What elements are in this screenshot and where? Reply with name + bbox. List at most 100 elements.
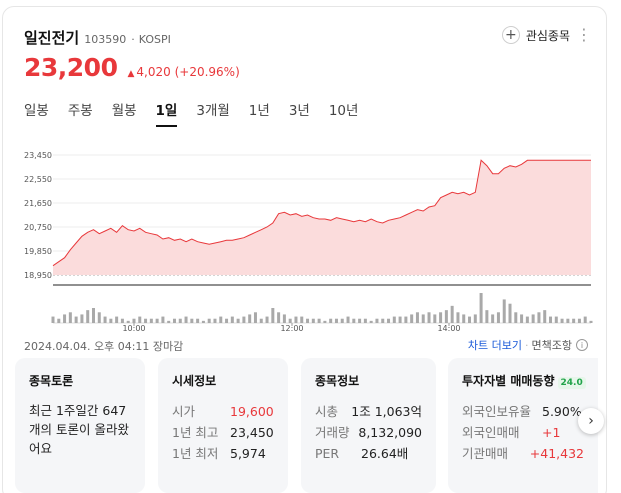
x-tick-label: 14:00 bbox=[437, 324, 460, 333]
volume-bar bbox=[346, 316, 350, 323]
volume-bar bbox=[502, 299, 506, 323]
volume-bar bbox=[74, 316, 78, 323]
volume-bar bbox=[219, 316, 223, 323]
tab-weekly[interactable]: 주봉 bbox=[67, 103, 93, 119]
stock-market: KOSPI bbox=[138, 33, 171, 46]
volume-bar bbox=[300, 316, 304, 323]
investor-badge: 24.0 bbox=[557, 377, 586, 389]
investor-row: 외국인매매 +1 bbox=[462, 422, 584, 443]
y-tick-label: 19,850 bbox=[24, 247, 52, 256]
chart-timestamp: 2024.04.04. 오후 04:11 장마감 bbox=[24, 340, 184, 353]
row-label: 거래량 bbox=[315, 425, 350, 440]
volume-bar bbox=[329, 318, 333, 323]
volume-bar bbox=[259, 318, 263, 323]
volume-bar bbox=[415, 312, 419, 323]
volume-bar bbox=[317, 318, 321, 323]
volume-bar bbox=[311, 318, 315, 323]
row-value: 8,132,090 bbox=[358, 425, 422, 440]
volume-bar bbox=[207, 318, 211, 323]
volume-bar bbox=[358, 318, 362, 323]
tab-daily[interactable]: 일봉 bbox=[24, 103, 49, 119]
volume-bar bbox=[288, 318, 292, 323]
volume-bar bbox=[109, 318, 113, 323]
stockinfo-panel[interactable]: 종목정보 시총 1조 1,063억 거래량 8,132,090 PER 26.64배 bbox=[301, 358, 436, 493]
investor-row: 외국인보유율 5.90% bbox=[462, 401, 584, 422]
period-tabs: 일봉 주봉 월봉 1일 3개월 1년 3년 10년 bbox=[24, 99, 377, 127]
y-tick-label: 21,650 bbox=[24, 199, 52, 208]
market-panel[interactable]: 시세정보 시가 19,600 1년 최고 23,450 1년 최저 5,974 bbox=[158, 358, 288, 493]
volume-bar bbox=[294, 316, 298, 323]
volume-bar bbox=[97, 312, 101, 323]
row-value: +1 bbox=[542, 425, 561, 440]
volume-bar bbox=[201, 320, 205, 323]
tab-10year[interactable]: 10년 bbox=[328, 103, 359, 119]
tab-1day[interactable]: 1일 bbox=[155, 99, 178, 127]
volume-bar bbox=[404, 316, 408, 323]
dot-separator: · bbox=[131, 33, 135, 46]
volume-bar bbox=[375, 318, 379, 323]
row-value: +41,432 bbox=[529, 446, 584, 461]
tab-monthly[interactable]: 월봉 bbox=[111, 103, 137, 119]
chart-more-link[interactable]: 차트 더보기 bbox=[467, 339, 523, 352]
volume-bar bbox=[126, 320, 130, 323]
add-watchlist-button[interactable]: + 관심종목 bbox=[501, 26, 570, 44]
volume-bar bbox=[172, 318, 176, 323]
volume-bar bbox=[433, 314, 437, 323]
info-icon[interactable]: i bbox=[576, 339, 588, 351]
volume-bar bbox=[91, 308, 95, 323]
volume-bar bbox=[392, 316, 396, 323]
y-tick-label: 18,950 bbox=[24, 271, 52, 280]
volume-bar bbox=[566, 318, 570, 323]
volume-bar bbox=[277, 312, 281, 323]
panel-title: 투자자별 매매동향 24.0 bbox=[462, 372, 586, 389]
volume-bar bbox=[68, 312, 72, 323]
panel-title: 종목정보 bbox=[315, 374, 360, 388]
volume-bar bbox=[340, 318, 344, 323]
volume-bar bbox=[398, 316, 402, 323]
discussion-panel[interactable]: 종목토론 최근 1주일간 647개의 토론이 올라왔어요 bbox=[15, 358, 145, 493]
row-value: 5.90% bbox=[542, 404, 582, 419]
plus-icon: + bbox=[501, 26, 520, 44]
volume-bar bbox=[363, 318, 367, 323]
volume-bar bbox=[196, 318, 200, 323]
volume-bar bbox=[190, 318, 194, 323]
volume-bar bbox=[427, 312, 431, 323]
chart-links: 차트 더보기 · 면책조항 i bbox=[468, 337, 588, 353]
tab-1year[interactable]: 1년 bbox=[248, 103, 270, 119]
volume-bar bbox=[184, 316, 188, 323]
volume-bar bbox=[178, 318, 182, 323]
volume-bar bbox=[508, 303, 512, 323]
stockinfo-row: 거래량 8,132,090 bbox=[315, 422, 422, 443]
y-tick-label: 23,450 bbox=[24, 151, 52, 160]
volume-bar bbox=[577, 318, 581, 323]
info-panels: 종목토론 최근 1주일간 647개의 토론이 올라왔어요 시세정보 시가 19,6… bbox=[15, 358, 615, 493]
volume-bar bbox=[225, 318, 229, 323]
volume-bar bbox=[306, 318, 310, 323]
stockinfo-row: 시총 1조 1,063억 bbox=[315, 401, 422, 422]
investor-panel[interactable]: 투자자별 매매동향 24.0 외국인보유율 5.90% 외국인매매 +1 기관매매 +4… bbox=[448, 358, 598, 493]
volume-bar bbox=[525, 316, 529, 323]
row-label: 기관매매 bbox=[462, 446, 509, 461]
volume-bar bbox=[450, 305, 454, 323]
row-value: 19,600 bbox=[230, 404, 274, 419]
row-label: 외국인매매 bbox=[462, 425, 520, 440]
volume-bar bbox=[410, 314, 414, 323]
stock-code: 103590 bbox=[84, 33, 127, 46]
price-chart[interactable]: 23,450 22,550 21,650 20,750 19,850 18,950 10:0… bbox=[3, 145, 603, 335]
panel-title: 시세정보 bbox=[172, 374, 217, 388]
volume-bar bbox=[554, 316, 558, 323]
disclaimer-link[interactable]: 면책조항 bbox=[531, 339, 572, 352]
tab-3month[interactable]: 3개월 bbox=[196, 103, 230, 119]
tab-3year[interactable]: 3년 bbox=[288, 103, 310, 119]
row-label: 1년 최고 bbox=[172, 425, 219, 440]
row-label: 시총 bbox=[315, 404, 339, 419]
volume-bar bbox=[531, 314, 535, 323]
row-value: 26.64배 bbox=[361, 446, 409, 461]
more-options-icon[interactable]: ⋮ bbox=[576, 25, 592, 44]
volume-bar bbox=[496, 312, 500, 323]
volume-bar bbox=[323, 320, 327, 323]
x-tick-label: 10:00 bbox=[122, 324, 145, 333]
x-tick-label: 12:00 bbox=[280, 324, 303, 333]
next-panel-button[interactable]: › bbox=[578, 408, 604, 434]
stock-name[interactable]: 일진전기 bbox=[24, 29, 80, 47]
